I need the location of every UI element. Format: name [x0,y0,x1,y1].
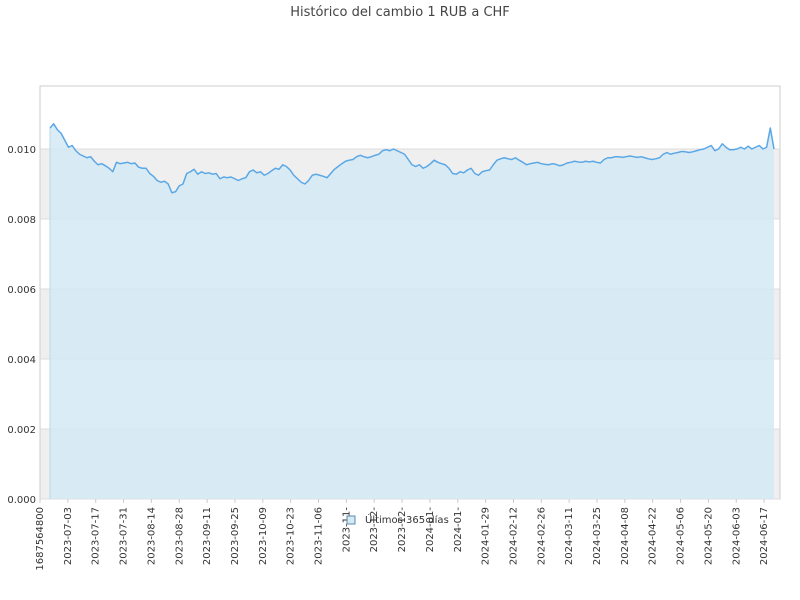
y-tick-label: 0.006 [7,285,36,296]
x-tick-label: 1687564800 [35,507,46,571]
y-axis: 0.000 0.002 0.004 0.006 0.008 0.010 [7,145,36,506]
x-tick-label: 2023-08-14 [146,507,157,565]
x-tick-label: 2024-06-03 [731,507,742,565]
x-tick-label: 2023-08-28 [174,507,185,565]
x-tick-label: 2024-01- [453,507,464,553]
chart-title: Histórico del cambio 1 RUB a CHF [290,5,510,20]
x-tick-label: 2023-07-17 [91,507,102,565]
legend: Últimos 365 días [346,513,449,526]
series-line [49,123,775,194]
x-tick-label: 2024-02-12 [508,507,519,565]
x-axis: 1687564800 2023-07-03 2023-07-17 2023-07-31… [35,499,770,571]
x-tick-label: 2024-03-25 [592,507,603,565]
x-tick-label: 2024-01- [425,507,436,553]
x-tick-label: 2024-04-08 [620,507,631,565]
x-tick-label: 2023-07-03 [63,507,74,565]
x-tick-label: 2023-12- [397,507,408,553]
x-tick-label: 2023-09-25 [230,507,241,565]
legend-label[interactable]: Últimos 365 días [365,513,449,526]
legend-swatch [346,515,356,525]
y-tick-label: 0.000 [7,495,36,506]
x-tick-label: 2023-10-23 [286,507,297,565]
x-tick-label: 2024-01-29 [481,507,492,565]
y-tick-label: 0.002 [7,425,36,436]
x-tick-label: 2023-09-11 [202,507,213,565]
plot-area [39,85,781,500]
y-tick-label: 0.010 [7,145,36,156]
x-tick-label: 2023-11- [341,507,352,553]
series-area [50,123,774,500]
x-tick-label: 2024-05-06 [676,507,687,565]
x-tick-label: 2024-02-26 [536,507,547,565]
x-tick-label: 2024-04-22 [648,507,659,565]
x-tick-label: 2023-12- [369,507,380,553]
y-tick-label: 0.008 [7,215,36,226]
x-tick-label: 2023-11-06 [314,507,325,565]
x-tick-label: 2024-03-11 [564,507,575,565]
x-tick-label: 2023-10-09 [258,507,269,565]
x-tick-label: 2024-06-17 [759,507,770,565]
x-tick-label: 2023-07-31 [119,507,130,565]
y-tick-label: 0.004 [7,355,36,366]
x-tick-label: 2024-05-20 [703,507,714,565]
